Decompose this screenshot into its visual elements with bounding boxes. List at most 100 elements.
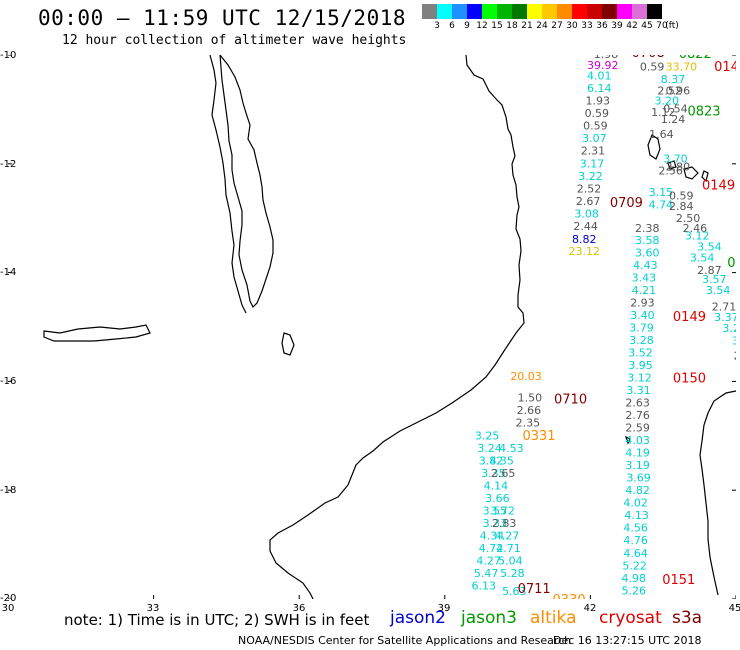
wave-height-label: 3.82 <box>479 454 504 467</box>
wave-height-label: 1.93 <box>586 95 611 108</box>
legend-label-42: 42 <box>626 21 638 31</box>
pass-time-label: 0823 <box>687 105 720 120</box>
wave-height-label: 4.14 <box>484 479 509 492</box>
wave-height-label: 4.56 <box>623 522 648 535</box>
wave-height-label: 4.82 <box>625 484 650 497</box>
wave-height-label: 5.28 <box>500 567 525 580</box>
wave-height-label: 2.84 <box>669 200 694 213</box>
wave-height-label: 1.50 <box>518 392 543 405</box>
legend-swatch-3 <box>422 4 437 19</box>
wave-height-label: 2.50 <box>676 212 701 225</box>
wave-height-label: 2.93 <box>630 297 655 310</box>
legend-label-9: 9 <box>464 21 470 31</box>
generated-timestamp: Dec 16 13:27:15 UTC 2018 <box>553 634 702 647</box>
wave-height-label: 4.13 <box>624 509 649 522</box>
lon-label-30: 30 <box>1 603 15 614</box>
wave-height-label: 4.43 <box>633 259 658 272</box>
wave-height-label: 3.12 <box>685 230 710 243</box>
wave-height-label: 4.27 <box>495 529 519 542</box>
wave-height-label: 3.12 <box>627 372 652 385</box>
wave-height-legend: 3 6 9 12 15 18 21 24 27 30 33 36 39 42 45 70 (ft) <box>422 4 679 33</box>
wave-height-label: 3.27 <box>722 322 736 335</box>
wave-height-label: 4.98 <box>621 572 646 585</box>
wave-height-label: 4.76 <box>623 534 648 547</box>
wave-height-label: 20.03 <box>510 370 542 383</box>
legend-swatch-21 <box>512 4 527 19</box>
legend-label-70: 70 <box>656 21 668 31</box>
wave-height-label: 1.12 <box>651 106 676 119</box>
pass-time-label: 0709 <box>610 196 643 211</box>
wave-height-label: 3.54 <box>706 284 731 297</box>
legend-swatch-9 <box>452 4 467 19</box>
lon-label-33: 33 <box>146 603 160 614</box>
wave-height-label: 5.04 <box>498 554 522 567</box>
wave-height-label: 0.54 <box>663 102 688 115</box>
pass-time-label: 0148 <box>714 60 736 75</box>
wave-height-label: 4.03 <box>625 434 650 447</box>
lake-malawi <box>219 55 274 309</box>
wave-height-label: 3.28 <box>629 334 654 347</box>
pass-time-label: 0822 <box>679 55 712 62</box>
legend-swatch-24 <box>527 4 542 19</box>
satellite-cryosat: cryosat <box>599 608 662 628</box>
wave-height-label: 3.79 <box>629 322 654 335</box>
legend-labels: 3 6 9 12 15 18 21 24 27 30 33 36 39 42 45 70 (ft) <box>422 19 679 33</box>
wave-height-label: 2.44 <box>573 220 598 233</box>
comoros-moheli <box>667 160 677 170</box>
wave-height-label: 4.71 <box>496 542 521 555</box>
satellite-jason3: jason3 <box>461 608 517 628</box>
wave-height-label: 0.59 <box>669 189 694 202</box>
africa-coastline <box>269 55 525 599</box>
legend-swatch-45 <box>632 4 647 19</box>
coastline <box>43 55 736 599</box>
wave-height-label: 5.47 <box>474 567 499 580</box>
wave-height-label: 1.98 <box>594 55 619 61</box>
wave-height-label: 3.70 <box>663 152 688 165</box>
lon-label-36: 36 <box>292 603 306 614</box>
legend-swatch-6 <box>437 4 452 19</box>
pass-time-label: 0331 <box>522 429 555 444</box>
legend-label-24: 24 <box>536 21 548 31</box>
pass-time-label: 0710 <box>554 392 587 407</box>
wave-height-label: 2.38 <box>635 222 660 235</box>
wave-height-label: 3.55 <box>483 504 508 517</box>
legend-swatch-39 <box>602 4 617 19</box>
wave-height-label: 3.19 <box>625 459 650 472</box>
wave-height-label: 4.53 <box>499 442 524 455</box>
pass-time-label: 0708 <box>632 55 665 61</box>
wave-height-label: 0.96 <box>666 84 691 97</box>
wave-height-label: 2.52 <box>577 182 602 195</box>
wave-height-label: 3.07 <box>582 132 607 145</box>
pass-time-label: 08 <box>727 256 736 271</box>
footer-note: note: 1) Time is in UTC; 2) SWH is in fe… <box>64 611 370 629</box>
wave-height-label: 3.57 <box>702 273 727 286</box>
pass-time-label: 0711 <box>518 582 551 597</box>
wave-height-label: 3.31 <box>626 384 651 397</box>
wave-height-label: 39.92 <box>587 59 619 72</box>
wave-height-label: 5.63 <box>502 585 527 598</box>
wave-height-label: 8.37 <box>661 73 686 86</box>
wave-height-label: 4.19 <box>625 447 650 460</box>
legend-swatch-18 <box>497 4 512 19</box>
wave-height-label: 5.22 <box>622 559 647 572</box>
legend-unit: (ft) <box>665 21 679 31</box>
wave-height-label: 3.25 <box>475 429 500 442</box>
legend-swatch-12 <box>467 4 482 19</box>
wave-height-label: 0.59 <box>585 107 610 120</box>
wave-height-label: 3.17 <box>580 157 605 170</box>
legend-label-6: 6 <box>449 21 455 31</box>
pass-time-label: 0149 <box>702 179 735 194</box>
lon-label-42: 42 <box>583 603 597 614</box>
wave-height-label: 2.9 <box>734 349 736 362</box>
wave-height-label: 3.72 <box>490 504 515 517</box>
pass-time-label: 0330 <box>553 593 586 599</box>
wave-height-label: 3.54 <box>697 240 722 253</box>
wave-height-label: 3.20 <box>654 95 679 108</box>
wave-height-label: 23.12 <box>569 245 601 258</box>
observation-labels: 1.9839.924.016.141.930.590.593.072.313.1… <box>471 55 736 599</box>
wave-height-label: 3.24 <box>477 442 502 455</box>
wave-height-label: 4.27 <box>476 554 501 567</box>
lon-label-45: 45 <box>728 603 740 614</box>
wave-height-label: 2.87 <box>697 264 722 277</box>
wave-height-label: 3.95 <box>628 359 653 372</box>
